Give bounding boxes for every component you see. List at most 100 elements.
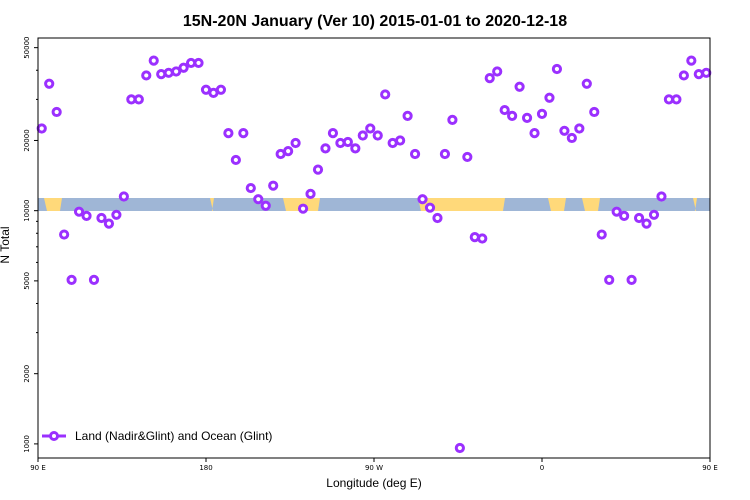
y-tick-label: 1000 (23, 435, 31, 453)
data-point (395, 135, 406, 146)
data-point (88, 274, 100, 285)
data-point (103, 218, 115, 229)
data-point (133, 94, 144, 105)
land-patch (44, 198, 62, 211)
data-point (574, 123, 585, 134)
data-point (701, 67, 712, 78)
data-point (245, 182, 256, 194)
data-point (544, 92, 555, 103)
x-tick-label: 0 (540, 464, 544, 472)
data-point (51, 106, 62, 118)
data-point (619, 210, 630, 221)
data-point (529, 128, 540, 139)
data-point (551, 63, 563, 75)
data-point (171, 66, 182, 77)
data-point (447, 114, 458, 126)
ocean-band (38, 198, 710, 211)
data-point (409, 148, 421, 160)
data-point (611, 206, 622, 217)
y-axis-label: N Total (0, 226, 12, 263)
data-point (671, 94, 682, 105)
data-point (268, 180, 279, 191)
chart-title: 15N-20N January (Ver 10) 2015-01-01 to 2… (183, 13, 567, 30)
data-point (454, 442, 465, 454)
data-point (424, 202, 436, 213)
land-patch (548, 198, 566, 211)
data-point (477, 233, 488, 244)
data-point (581, 78, 592, 89)
data-point (178, 62, 189, 73)
data-point (96, 212, 107, 224)
data-point (118, 191, 129, 202)
x-tick-label: 90 E (702, 464, 718, 472)
data-point (380, 89, 391, 100)
x-tick-label: 180 (199, 464, 212, 472)
data-point (73, 206, 85, 217)
data-point (417, 194, 428, 205)
data-point (238, 128, 249, 139)
data-point (536, 108, 548, 119)
data-point (678, 70, 689, 81)
data-point (350, 143, 361, 154)
data-point (283, 146, 294, 157)
data-point (462, 151, 473, 163)
data-point (641, 218, 652, 229)
data-point (492, 66, 503, 77)
land-patch (693, 198, 697, 211)
data-point (305, 188, 316, 200)
data-point (223, 128, 234, 139)
data-point (253, 194, 264, 205)
data-point (686, 55, 697, 66)
data-point (297, 203, 309, 214)
y-tick-label: 10000 (23, 200, 31, 222)
y-tick-label: 5000 (23, 272, 31, 290)
data-point (402, 110, 413, 121)
data-point (484, 73, 495, 84)
y-tick-label: 50000 (23, 37, 31, 59)
x-tick-label: 90 E (30, 464, 46, 472)
data-point (566, 132, 577, 144)
data-point (439, 148, 451, 160)
data-point (44, 78, 55, 89)
data-point (559, 125, 570, 136)
data-point (327, 128, 339, 139)
data-point (111, 209, 122, 220)
data-point (514, 81, 525, 92)
data-point (589, 106, 600, 118)
data-point (193, 57, 204, 69)
data-point (290, 137, 301, 149)
data-point (312, 164, 324, 175)
land-patch (418, 198, 505, 211)
data-point (230, 154, 241, 166)
x-axis: 90 E 180 90 W 0 90 E (30, 458, 718, 472)
data-point (372, 130, 383, 141)
data-point (633, 212, 645, 224)
data-point (596, 229, 607, 240)
data-point (499, 104, 510, 116)
data-point (260, 200, 271, 211)
data-point (342, 136, 353, 148)
data-point (215, 84, 227, 95)
map-band (38, 198, 710, 211)
data-points (36, 55, 712, 454)
data-point (36, 123, 47, 134)
land-patch (582, 198, 600, 211)
data-point (648, 209, 660, 220)
y-tick-label: 20000 (23, 129, 31, 151)
legend-marker (49, 431, 59, 441)
data-point (521, 112, 533, 123)
data-point (656, 191, 667, 202)
data-point (507, 110, 518, 121)
data-point (141, 70, 152, 81)
legend: Land (Nadir&Glint) and Ocean (Glint) (42, 429, 272, 443)
y-axis: 1000 2000 5000 10000 20000 50000 (23, 37, 38, 453)
x-axis-label: Longitude (deg E) (326, 476, 421, 490)
data-point (320, 143, 331, 154)
data-point (66, 274, 77, 285)
legend-label: Land (Nadir&Glint) and Ocean (Glint) (75, 429, 272, 443)
data-point (59, 229, 70, 240)
data-point (81, 210, 92, 221)
data-point (365, 123, 376, 134)
